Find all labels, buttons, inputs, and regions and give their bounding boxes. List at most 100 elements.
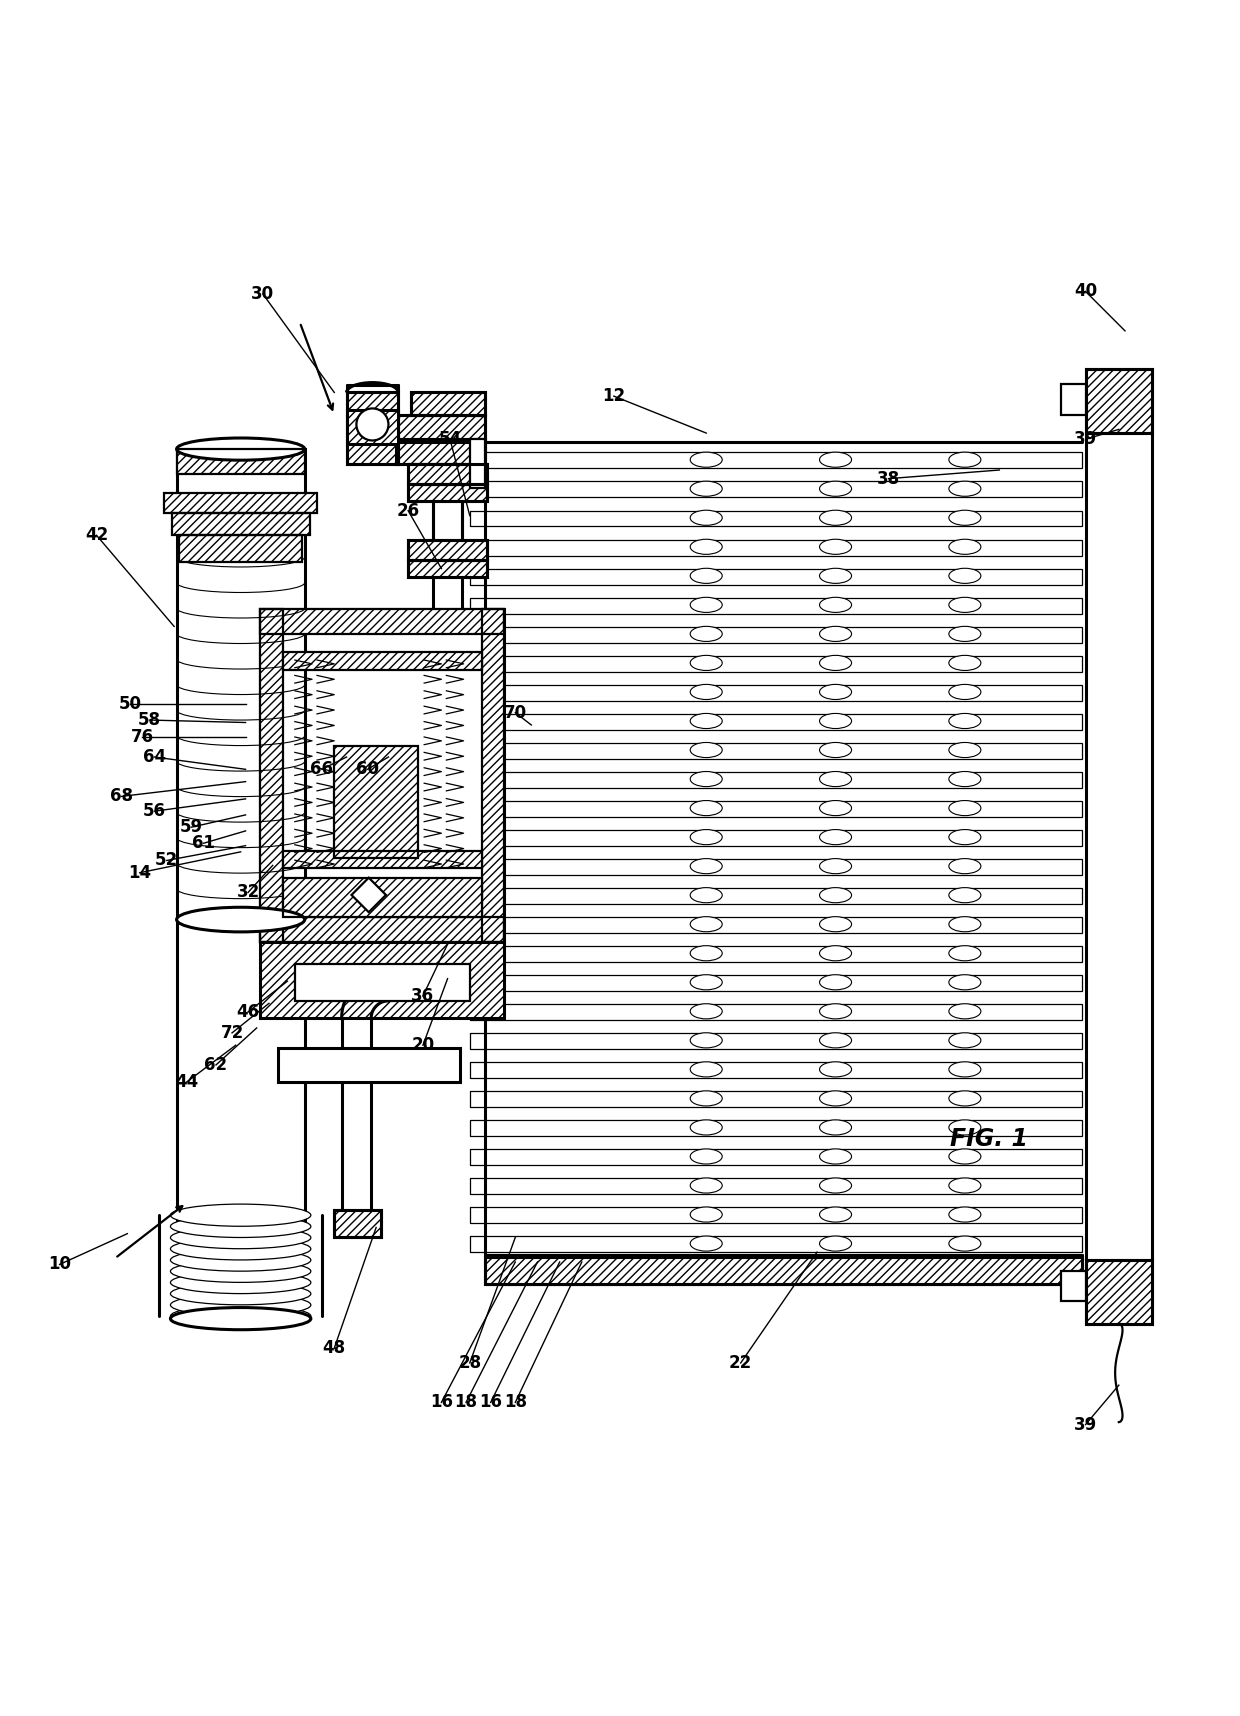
Bar <box>485 887 1081 904</box>
Ellipse shape <box>691 801 722 815</box>
Bar <box>179 535 303 563</box>
Text: 76: 76 <box>130 728 154 746</box>
Text: 58: 58 <box>138 710 161 729</box>
Ellipse shape <box>820 1121 852 1134</box>
Ellipse shape <box>820 1091 852 1105</box>
Bar <box>485 510 1081 527</box>
Bar <box>408 541 487 559</box>
Bar <box>346 410 398 444</box>
Ellipse shape <box>691 946 722 961</box>
Ellipse shape <box>820 1236 852 1251</box>
Bar <box>260 609 505 942</box>
Bar <box>485 1258 1081 1284</box>
Bar <box>408 463 487 484</box>
Ellipse shape <box>820 975 852 990</box>
Bar <box>396 439 485 463</box>
Bar <box>485 685 1081 700</box>
Text: 18: 18 <box>455 1393 477 1411</box>
Ellipse shape <box>949 1091 981 1105</box>
Ellipse shape <box>691 480 722 496</box>
Bar <box>278 1048 460 1083</box>
Ellipse shape <box>820 656 852 671</box>
Bar <box>335 1210 381 1237</box>
Ellipse shape <box>820 1177 852 1193</box>
Ellipse shape <box>949 772 981 786</box>
Text: 46: 46 <box>237 1002 259 1021</box>
Text: 70: 70 <box>503 704 527 722</box>
Text: 40: 40 <box>1074 283 1097 300</box>
Bar <box>260 942 505 1018</box>
Ellipse shape <box>176 489 305 513</box>
Bar <box>485 539 1081 556</box>
Bar <box>283 877 482 916</box>
Ellipse shape <box>949 829 981 844</box>
Ellipse shape <box>820 1004 852 1019</box>
Ellipse shape <box>820 858 852 873</box>
Bar <box>260 609 283 942</box>
Ellipse shape <box>949 1062 981 1078</box>
Ellipse shape <box>949 1150 981 1163</box>
Ellipse shape <box>176 438 305 460</box>
Text: 39: 39 <box>1074 431 1097 448</box>
Text: 64: 64 <box>143 748 166 765</box>
Bar <box>260 942 505 1018</box>
Bar <box>482 609 505 942</box>
Ellipse shape <box>691 887 722 903</box>
Circle shape <box>356 408 388 441</box>
Text: 44: 44 <box>175 1072 198 1091</box>
Text: 10: 10 <box>48 1256 71 1273</box>
Ellipse shape <box>820 626 852 642</box>
Ellipse shape <box>691 975 722 990</box>
Bar <box>485 656 1081 671</box>
Bar <box>171 513 310 535</box>
Ellipse shape <box>691 656 722 671</box>
Text: 16: 16 <box>430 1393 453 1411</box>
Bar <box>164 494 317 513</box>
Ellipse shape <box>691 568 722 583</box>
Ellipse shape <box>949 451 981 467</box>
Ellipse shape <box>691 1091 722 1105</box>
Bar <box>485 975 1081 990</box>
Ellipse shape <box>820 597 852 613</box>
Text: 26: 26 <box>397 501 419 520</box>
Bar <box>485 1150 1081 1165</box>
Text: 30: 30 <box>252 285 274 304</box>
Bar <box>485 1179 1081 1194</box>
Ellipse shape <box>170 1308 311 1330</box>
Ellipse shape <box>949 1236 981 1251</box>
Ellipse shape <box>949 916 981 932</box>
Bar <box>485 1121 1081 1136</box>
Ellipse shape <box>691 539 722 554</box>
Text: 18: 18 <box>503 1393 527 1411</box>
Ellipse shape <box>949 975 981 990</box>
Bar <box>179 535 303 563</box>
Ellipse shape <box>820 714 852 729</box>
Text: 36: 36 <box>412 987 434 1006</box>
Bar <box>485 860 1081 875</box>
Ellipse shape <box>820 1150 852 1163</box>
Ellipse shape <box>691 1236 722 1251</box>
Ellipse shape <box>691 858 722 873</box>
Ellipse shape <box>170 1260 311 1282</box>
Ellipse shape <box>949 858 981 873</box>
Text: 60: 60 <box>356 760 379 779</box>
Bar <box>335 746 418 858</box>
Ellipse shape <box>949 1004 981 1019</box>
Ellipse shape <box>820 685 852 700</box>
Bar <box>396 415 485 441</box>
Bar <box>1061 384 1085 415</box>
Bar <box>485 772 1081 788</box>
Text: 54: 54 <box>439 431 461 448</box>
Ellipse shape <box>170 1306 311 1326</box>
Text: 59: 59 <box>180 819 203 836</box>
Bar <box>295 964 470 1000</box>
Bar <box>485 831 1081 846</box>
Text: 68: 68 <box>109 788 133 805</box>
Bar <box>485 801 1081 817</box>
Ellipse shape <box>820 451 852 467</box>
Ellipse shape <box>170 1215 311 1237</box>
Ellipse shape <box>691 829 722 844</box>
Bar <box>408 559 487 577</box>
Bar <box>485 1091 1081 1107</box>
Bar <box>335 746 418 858</box>
